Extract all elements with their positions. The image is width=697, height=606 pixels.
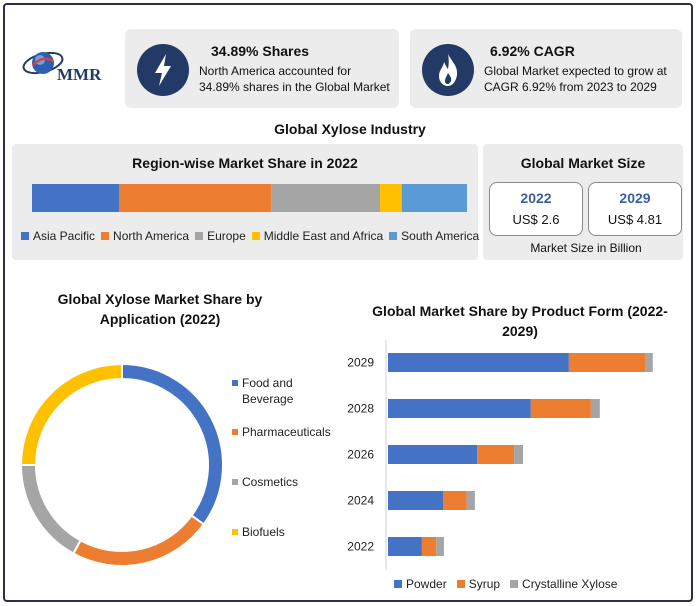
product-bar-segment xyxy=(421,537,437,556)
infographic-frame: MMR 34.89% Shares North America accounte… xyxy=(3,3,693,602)
y-tick-label: 2029 xyxy=(347,356,374,370)
size-value: US$ 2.6 xyxy=(512,212,560,227)
flame-icon xyxy=(422,44,474,96)
legend-item: Middle East and Africa xyxy=(251,229,383,243)
legend-item: North America xyxy=(101,229,189,243)
legend-item: Syrup xyxy=(456,577,500,591)
region-chart-title: Region-wise Market Share in 2022 xyxy=(132,155,358,171)
product-bar-segment xyxy=(590,399,600,418)
region-stacked-bar xyxy=(32,184,467,212)
donut-slice xyxy=(71,514,206,567)
region-bar-segment xyxy=(32,184,119,212)
main-title: Global Xylose Industry xyxy=(274,121,426,137)
lightning-icon xyxy=(137,44,189,96)
stat-description: North America accounted for 34.89% share… xyxy=(199,64,390,94)
region-bar-segment xyxy=(380,184,402,212)
region-bar-segment xyxy=(401,184,467,212)
product-bar-segment xyxy=(530,399,591,418)
y-tick-label: 2024 xyxy=(347,494,374,508)
product-bar-segment xyxy=(645,353,653,372)
region-legend: Asia Pacific North America Europe Middle Ea… xyxy=(21,229,485,243)
size-year: 2022 xyxy=(520,190,552,206)
y-tick-label: 2022 xyxy=(347,540,374,554)
stat-card-cagr: 6.92% CAGR Global Market expected to gro… xyxy=(410,29,682,108)
stat-title: 6.92% CAGR xyxy=(490,43,575,59)
legend-item: Crystalline Xylose xyxy=(510,577,617,591)
market-size-note: Market Size in Billion xyxy=(530,241,642,255)
market-size-title: Global Market Size xyxy=(520,155,646,171)
size-value: US$ 4.81 xyxy=(607,212,663,227)
product-bar-segment xyxy=(466,491,475,510)
size-year: 2029 xyxy=(619,190,651,206)
market-size-box-2029: 2029 US$ 4.81 xyxy=(588,182,682,236)
logo-text: MMR xyxy=(57,65,102,84)
legend-item: Europe xyxy=(195,229,246,243)
market-size-box-2022: 2022 US$ 2.6 xyxy=(489,182,583,236)
legend-item: Asia Pacific xyxy=(21,229,95,243)
application-donut-chart xyxy=(19,362,224,567)
mmr-logo: MMR xyxy=(21,45,121,85)
donut-slice xyxy=(19,362,123,466)
region-bar-segment xyxy=(119,184,272,212)
product-bar-segment xyxy=(388,353,569,372)
legend-item: Powder xyxy=(394,577,447,591)
region-bar-segment xyxy=(271,184,380,212)
donut-chart-title: Global Xylose Market Share by Applicatio… xyxy=(57,291,263,327)
stat-description: Global Market expected to grow at CAGR 6… xyxy=(484,64,667,94)
product-bar-segment xyxy=(477,445,515,464)
product-form-bar-chart: 2029 2028 2026 2024 2022 xyxy=(347,340,653,570)
legend-item: South America xyxy=(389,229,479,243)
product-legend: Powder Syrup Crystalline Xylose xyxy=(394,577,627,591)
product-bar-segment xyxy=(388,445,478,464)
product-bar-segment xyxy=(443,491,467,510)
stat-card-shares: 34.89% Shares North America accounted fo… xyxy=(125,29,399,108)
product-bar-segment xyxy=(436,537,444,556)
y-tick-label: 2026 xyxy=(347,448,374,462)
stat-title: 34.89% Shares xyxy=(211,43,310,59)
product-bar-segment xyxy=(388,491,444,510)
region-panel: Region-wise Market Share in 2022 Asia Pa… xyxy=(12,144,479,260)
donut-slice xyxy=(121,362,224,526)
product-bar-segment xyxy=(568,353,646,372)
y-tick-label: 2028 xyxy=(347,402,374,416)
product-bar-segment xyxy=(388,399,531,418)
product-chart-title: Global Market Share by Product Form (202… xyxy=(372,303,668,339)
product-bar-segment xyxy=(388,537,422,556)
product-bar-segment xyxy=(514,445,524,464)
donut-slice xyxy=(19,464,82,555)
